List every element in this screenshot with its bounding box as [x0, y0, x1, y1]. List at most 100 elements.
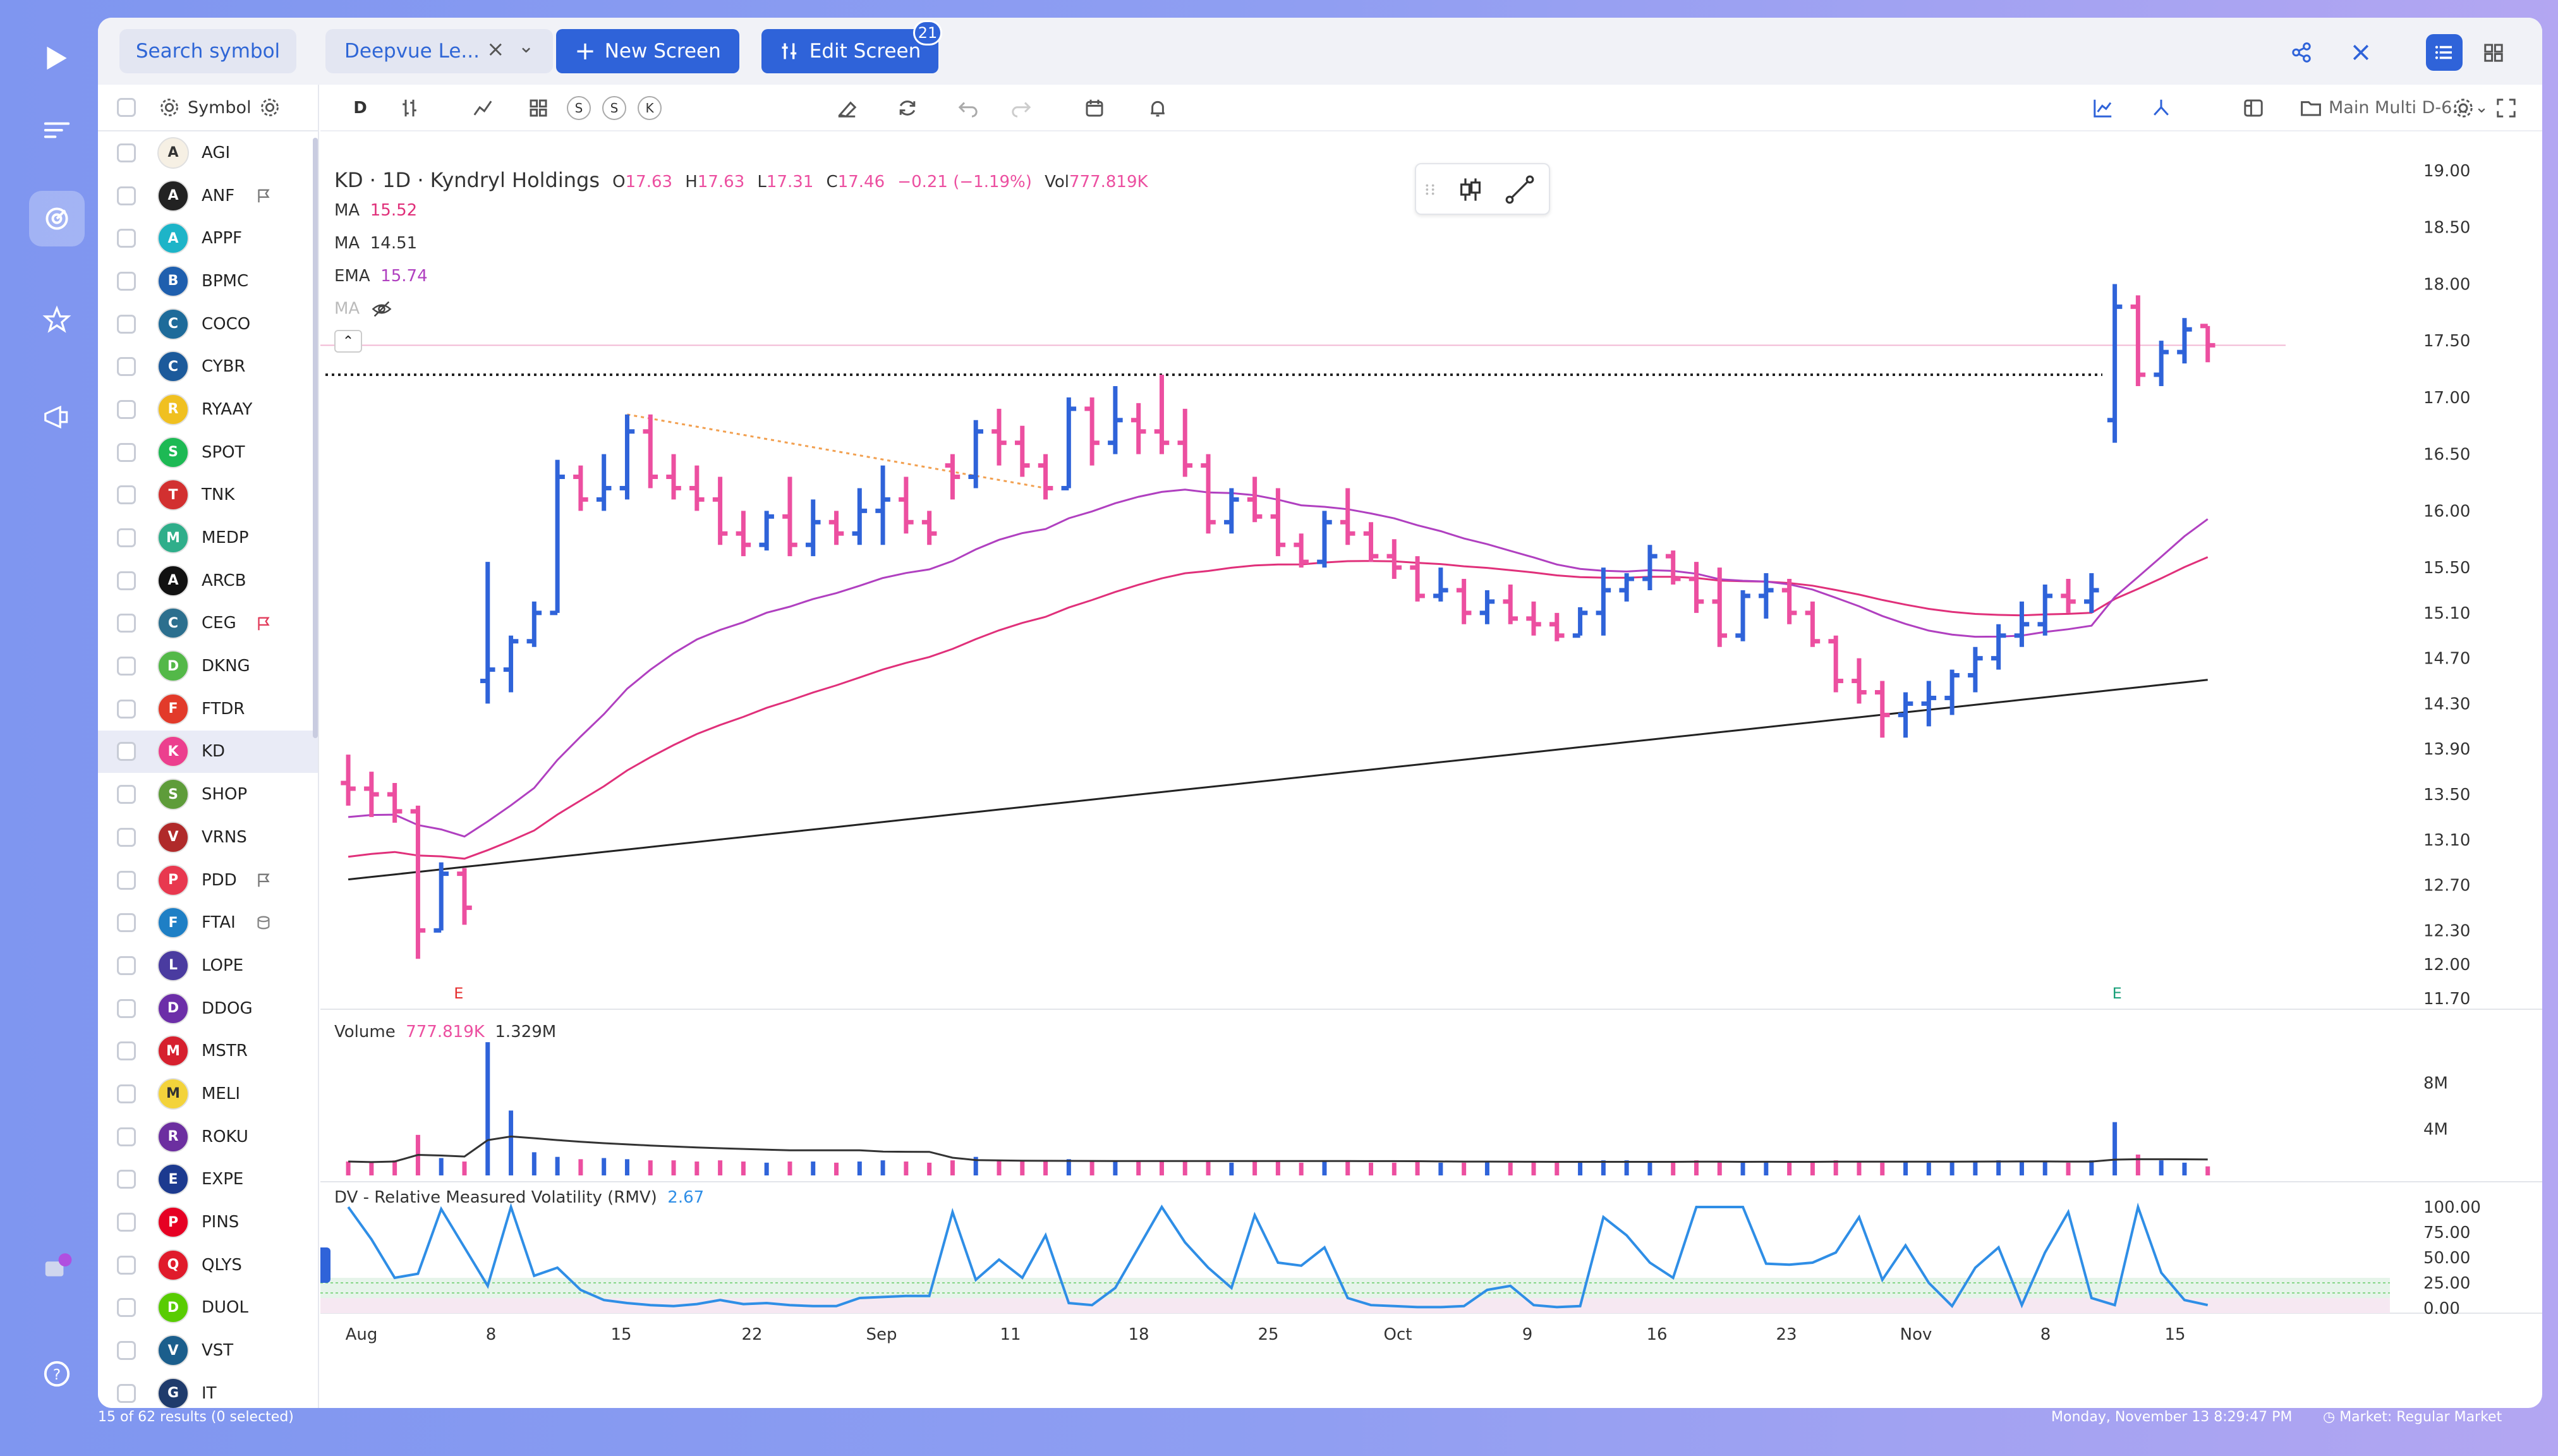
- row-checkbox[interactable]: [117, 742, 136, 761]
- star-icon[interactable]: [29, 292, 85, 348]
- row-checkbox[interactable]: [117, 143, 136, 162]
- row-checkbox[interactable]: [117, 1127, 136, 1146]
- row-checkbox[interactable]: [117, 1298, 136, 1318]
- list-item[interactable]: C CEG: [98, 602, 318, 645]
- layout-selector[interactable]: Main Multi D-6... ⌄: [2300, 96, 2488, 119]
- list-view-icon[interactable]: [2426, 34, 2463, 71]
- list-item[interactable]: S SPOT: [98, 431, 318, 474]
- row-checkbox[interactable]: [117, 229, 136, 248]
- chart-area[interactable]: 19.00 18.50 18.00 17.50 17.00 16.50 16.00 15.50…: [315, 133, 2542, 1352]
- search-symbol-button[interactable]: Search symbol: [119, 29, 296, 73]
- redo-icon[interactable]: [1005, 96, 1037, 120]
- row-checkbox[interactable]: [117, 186, 136, 205]
- list-item[interactable]: A APPF: [98, 217, 318, 260]
- x-twitter-icon[interactable]: [2343, 34, 2379, 71]
- row-checkbox[interactable]: [117, 956, 136, 975]
- edit-screen-button[interactable]: Edit Screen: [761, 29, 938, 73]
- refresh-icon[interactable]: [892, 96, 923, 120]
- help-icon[interactable]: ?: [29, 1346, 85, 1402]
- menu-icon[interactable]: [29, 102, 85, 158]
- new-screen-button[interactable]: + New Screen: [556, 29, 739, 73]
- row-checkbox[interactable]: [117, 485, 136, 505]
- bar-type-icon[interactable]: [394, 96, 425, 120]
- row-checkbox[interactable]: [117, 785, 136, 804]
- price-chart[interactable]: 19.00 18.50 18.00 17.50 17.00 16.50 16.00 15.50…: [315, 133, 2542, 1352]
- row-checkbox[interactable]: [117, 571, 136, 590]
- alert-bell-icon[interactable]: [1142, 96, 1173, 120]
- row-checkbox[interactable]: [117, 1041, 136, 1061]
- row-checkbox[interactable]: [117, 271, 136, 291]
- close-icon[interactable]: ×: [487, 37, 505, 62]
- row-checkbox[interactable]: [117, 657, 136, 676]
- row-checkbox[interactable]: [117, 1341, 136, 1361]
- undo-icon[interactable]: [952, 96, 984, 120]
- row-checkbox[interactable]: [117, 998, 136, 1018]
- row-checkbox[interactable]: [117, 528, 136, 548]
- candles-icon[interactable]: [1455, 174, 1486, 205]
- row-checkbox[interactable]: [117, 1383, 136, 1403]
- screener-icon[interactable]: [29, 191, 85, 246]
- list-item[interactable]: C COCO: [98, 303, 318, 346]
- row-checkbox[interactable]: [117, 827, 136, 847]
- list-scrollbar[interactable]: [313, 138, 318, 738]
- s-button-1[interactable]: S: [567, 96, 591, 120]
- row-checkbox[interactable]: [117, 1213, 136, 1232]
- list-item[interactable]: A ANF: [98, 174, 318, 217]
- list-item[interactable]: D DKNG: [98, 645, 318, 688]
- interval-button[interactable]: D: [353, 99, 367, 118]
- settings-icon[interactable]: [259, 97, 281, 118]
- list-item[interactable]: R ROKU: [98, 1115, 318, 1158]
- list-item[interactable]: E EXPE: [98, 1158, 318, 1201]
- megaphone-icon[interactable]: [29, 389, 85, 445]
- share-icon[interactable]: [2283, 34, 2320, 71]
- row-checkbox[interactable]: [117, 913, 136, 933]
- row-checkbox[interactable]: [117, 357, 136, 377]
- chart-settings-icon[interactable]: [2447, 96, 2479, 120]
- grid-view-icon[interactable]: [2475, 34, 2512, 71]
- list-item[interactable]: V VST: [98, 1329, 318, 1372]
- user-avatar-icon[interactable]: [29, 1239, 85, 1294]
- list-item[interactable]: R RYAAY: [98, 388, 318, 431]
- s-button-2[interactable]: S: [602, 96, 626, 120]
- select-all-checkbox[interactable]: [117, 98, 136, 117]
- row-checkbox[interactable]: [117, 1255, 136, 1275]
- row-checkbox[interactable]: [117, 442, 136, 462]
- indicators-icon[interactable]: [467, 96, 499, 120]
- k-button[interactable]: K: [638, 96, 662, 120]
- list-item[interactable]: Q QLYS: [98, 1244, 318, 1287]
- row-checkbox[interactable]: [117, 1084, 136, 1103]
- list-item[interactable]: C CYBR: [98, 345, 318, 388]
- fullscreen-icon[interactable]: [2490, 96, 2522, 120]
- list-item[interactable]: S SHOP: [98, 773, 318, 816]
- list-item[interactable]: M MELI: [98, 1072, 318, 1115]
- list-item[interactable]: D DDOG: [98, 987, 318, 1030]
- row-checkbox[interactable]: [117, 399, 136, 419]
- list-item[interactable]: P PDD: [98, 859, 318, 902]
- tab-screen[interactable]: Deepvue Le... × ⌄: [325, 29, 553, 73]
- compare-icon[interactable]: [2145, 96, 2177, 120]
- list-item[interactable]: P PINS: [98, 1201, 318, 1244]
- chart-line-icon[interactable]: [2087, 96, 2119, 120]
- row-checkbox[interactable]: [117, 314, 136, 334]
- list-item[interactable]: T TNK: [98, 474, 318, 517]
- trend-line-icon[interactable]: [1505, 174, 1535, 205]
- row-checkbox[interactable]: [117, 699, 136, 719]
- app-logo-icon[interactable]: [29, 30, 85, 86]
- list-item[interactable]: F FTDR: [98, 688, 318, 731]
- collapse-legend-button[interactable]: ⌃: [334, 330, 362, 353]
- row-checkbox[interactable]: [117, 614, 136, 633]
- gear-icon[interactable]: [159, 97, 180, 118]
- list-item[interactable]: G IT: [98, 1372, 318, 1408]
- list-item[interactable]: D DUOL: [98, 1287, 318, 1330]
- list-item[interactable]: A AGI: [98, 131, 318, 174]
- templates-icon[interactable]: [523, 96, 554, 120]
- list-item[interactable]: K KD: [98, 730, 318, 774]
- list-item[interactable]: A ARCB: [98, 559, 318, 602]
- list-item[interactable]: B BPMC: [98, 260, 318, 303]
- list-item[interactable]: L LOPE: [98, 944, 318, 987]
- eye-hidden-icon[interactable]: [371, 298, 392, 320]
- row-checkbox[interactable]: [117, 870, 136, 890]
- row-checkbox[interactable]: [117, 1170, 136, 1189]
- symbol-column-header[interactable]: Symbol: [188, 97, 252, 118]
- drag-handle-icon[interactable]: [1421, 178, 1439, 201]
